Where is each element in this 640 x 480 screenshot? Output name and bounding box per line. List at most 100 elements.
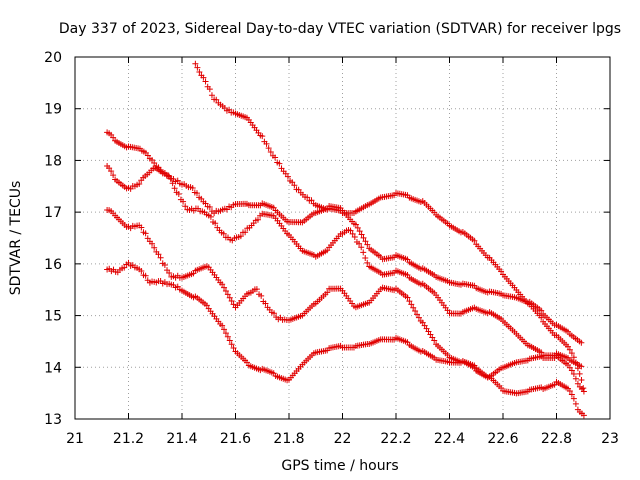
data-point <box>171 185 178 192</box>
data-point <box>202 78 209 85</box>
data-point <box>580 385 587 392</box>
data-point <box>174 177 181 184</box>
data-point <box>242 229 249 236</box>
data-point <box>291 182 298 189</box>
data-point <box>155 251 162 258</box>
data-point <box>289 179 296 186</box>
data-point <box>349 230 356 237</box>
y-tick-label: 18 <box>44 153 62 169</box>
data-point <box>108 168 115 175</box>
data-point <box>414 311 421 318</box>
data-point <box>566 388 573 395</box>
data-point <box>568 391 575 398</box>
x-tick-label: 21.2 <box>113 431 144 447</box>
data-point <box>284 173 291 180</box>
y-tick-label: 14 <box>44 360 62 376</box>
data-point <box>219 281 226 288</box>
data-point <box>362 255 369 262</box>
data-point <box>360 234 367 241</box>
y-tick-label: 13 <box>44 412 62 428</box>
chart-title: Day 337 of 2023, Sidereal Day-to-day VTE… <box>59 21 621 37</box>
data-point <box>412 308 419 315</box>
x-axis-label: GPS time / hours <box>281 458 398 474</box>
data-point <box>580 412 587 419</box>
data-point <box>272 154 279 161</box>
data-point <box>202 200 209 207</box>
y-tick-label: 16 <box>44 257 62 273</box>
data-point <box>174 283 181 290</box>
data-point <box>207 213 214 220</box>
data-point <box>203 302 210 309</box>
data-point <box>358 231 365 238</box>
data-point <box>358 244 365 251</box>
data-point <box>538 307 545 314</box>
y-tick-label: 20 <box>44 50 62 66</box>
data-point <box>572 375 579 382</box>
series-track4 <box>104 206 587 419</box>
data-point <box>354 224 361 231</box>
y-tick-label: 15 <box>44 309 62 325</box>
data-point <box>304 194 311 201</box>
data-point <box>254 216 261 223</box>
data-point <box>161 262 168 269</box>
data-point <box>415 314 422 321</box>
data-point <box>360 249 367 256</box>
series-track5 <box>104 259 587 395</box>
data-point <box>568 350 575 357</box>
data-point <box>167 175 174 182</box>
data-point <box>498 268 505 275</box>
data-point <box>271 310 278 317</box>
data-point <box>125 259 132 266</box>
y-tick-label: 19 <box>44 102 62 118</box>
data-point <box>578 377 585 384</box>
data-point <box>182 203 189 210</box>
data-point <box>572 400 579 407</box>
data-point <box>142 272 149 279</box>
data-point <box>364 241 371 248</box>
data-point <box>228 341 235 348</box>
data-point <box>213 96 220 103</box>
data-point <box>194 64 201 71</box>
data-point <box>578 363 585 370</box>
data-point <box>352 221 359 228</box>
data-point <box>431 337 438 344</box>
data-point <box>222 287 229 294</box>
data-point <box>243 359 250 366</box>
data-point <box>295 186 302 193</box>
data-point <box>224 291 231 298</box>
data-point <box>226 337 233 344</box>
y-axis-label: SDTVAR / TECUs <box>8 181 24 296</box>
data-point <box>404 294 411 301</box>
data-point <box>196 68 203 75</box>
data-point <box>110 134 117 141</box>
data-point <box>351 233 358 240</box>
data-point <box>471 237 478 244</box>
data-point <box>149 240 156 247</box>
x-tick-label: 22.8 <box>541 431 572 447</box>
data-point <box>364 259 371 266</box>
data-point <box>200 74 207 81</box>
data-point <box>142 230 149 237</box>
data-point <box>221 284 228 291</box>
data-point <box>362 238 369 245</box>
data-points <box>104 60 587 419</box>
data-point <box>564 343 571 350</box>
x-tick-label: 23 <box>601 431 619 447</box>
data-point <box>224 333 231 340</box>
data-point <box>444 307 451 314</box>
data-point <box>538 314 545 321</box>
x-tick-label: 21 <box>66 431 84 447</box>
y-tick-label: 17 <box>44 205 62 221</box>
data-point <box>570 371 577 378</box>
data-point <box>220 230 227 237</box>
data-point <box>228 298 235 305</box>
data-point <box>189 184 196 191</box>
data-point <box>237 233 244 240</box>
data-point <box>566 346 573 353</box>
data-point <box>151 244 158 251</box>
x-tick-label: 22.6 <box>487 431 518 447</box>
axis-ticks: 21 21.2 21.4 21.6 21.8 22 22.2 22.4 22.6 22.8 23 13… <box>44 50 619 447</box>
data-point <box>157 254 164 261</box>
data-point <box>144 152 151 159</box>
